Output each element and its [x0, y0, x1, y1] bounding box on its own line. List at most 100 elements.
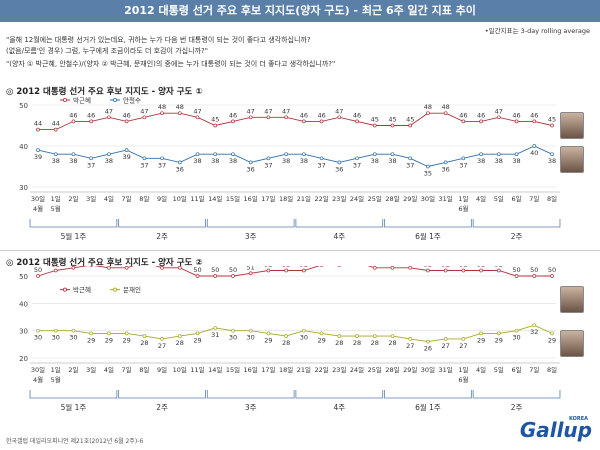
data-label: 28: [353, 339, 361, 347]
data-label: 52: [442, 266, 450, 269]
data-point: [284, 334, 288, 338]
data-point: [213, 326, 218, 330]
data-point: [36, 148, 40, 152]
series-line: [37, 145, 553, 167]
data-label: 39: [34, 153, 42, 161]
x-tick-label: 1일: [51, 365, 61, 374]
data-label: 46: [530, 111, 538, 119]
data-point: [390, 334, 395, 338]
data-point: [53, 127, 58, 132]
x-tick-label: 7일: [122, 365, 132, 374]
data-point: [248, 271, 253, 276]
x-tick-label: 2일: [68, 365, 78, 374]
x-tick-label: 30일: [31, 194, 45, 203]
x-tick-label: 5일: [494, 365, 504, 374]
series-line: [38, 324, 553, 343]
page-header: 2012 대통령 선거 주요 후보 지지도(양자 구도) - 최근 6주 일간 …: [0, 0, 600, 22]
x-tick-label: 31일: [439, 194, 453, 203]
week-label: 5월 1주: [61, 231, 87, 241]
data-point: [514, 328, 519, 333]
month-label: 4월: [33, 375, 43, 384]
month-label: 6월: [458, 204, 468, 213]
x-tick-label: 15일: [226, 365, 240, 374]
data-point: [372, 334, 377, 338]
data-label: 46: [229, 111, 237, 119]
x-tick-label: 10일: [173, 194, 187, 203]
month-label: 6월: [458, 375, 468, 384]
x-tick-label: 30일: [421, 365, 435, 374]
data-label: 45: [548, 116, 556, 124]
data-point: [248, 160, 253, 165]
data-point: [107, 266, 111, 270]
data-point: [337, 266, 341, 267]
x-tick-label: 25일: [368, 194, 382, 203]
legend-marker: [63, 98, 68, 103]
chart1-svg: 30 40 50 박근혜 안철수 44 44 46 46 47 46 47 48 48 47 45 46 47 47…: [19, 96, 561, 241]
month-label: 4월: [33, 204, 43, 213]
x-tick-label: 17일: [261, 194, 275, 203]
data-point: [355, 334, 359, 338]
question-line-1: "올해 12월에는 대통령 선거가 있는데요, 귀하는 누가 다음 번 대통령이…: [6, 36, 311, 44]
data-label: 26: [424, 345, 432, 353]
data-label: 51: [247, 266, 255, 271]
data-label: 45: [388, 116, 396, 124]
data-label: 38: [477, 157, 485, 165]
data-point: [195, 152, 200, 157]
data-label: 38: [512, 157, 520, 165]
x-tick-label: 5일: [494, 194, 504, 203]
data-label: 46: [459, 111, 467, 119]
data-label: 37: [158, 161, 166, 169]
data-point: [53, 268, 58, 273]
x-tick-label: 29일: [403, 365, 417, 374]
data-point: [302, 268, 306, 273]
data-point: [71, 152, 76, 157]
data-label: 45: [406, 116, 414, 124]
x-tick-label: 9일: [157, 365, 167, 374]
data-point: [319, 119, 324, 124]
y-tick-label: 40: [19, 300, 28, 308]
data-point: [514, 152, 519, 157]
data-point: [36, 328, 40, 333]
x-tick-label: 8일: [139, 194, 149, 203]
week-bracket: [206, 390, 295, 399]
data-label: 47: [495, 107, 503, 115]
data-point: [160, 337, 164, 341]
data-label: 44: [52, 120, 60, 128]
series-line: [37, 266, 552, 277]
x-tick-label: 4일: [476, 365, 486, 374]
data-point: [532, 144, 537, 148]
x-tick-label: 22일: [314, 194, 328, 203]
data-point: [550, 331, 554, 336]
x-tick-label: 18일: [279, 365, 293, 374]
data-label: 29: [548, 336, 556, 344]
data-label: 47: [335, 107, 343, 115]
data-point: [319, 266, 324, 267]
data-point: [390, 266, 395, 270]
month-label: 5월: [51, 375, 61, 384]
data-label: 29: [193, 336, 201, 344]
data-label: 46: [69, 111, 77, 119]
data-point: [107, 115, 111, 120]
data-label: 46: [477, 111, 485, 119]
data-point: [89, 156, 94, 161]
data-label: 38: [300, 157, 308, 165]
data-label: 29: [495, 336, 503, 344]
data-label: 30: [247, 334, 255, 342]
data-point: [142, 115, 147, 120]
x-tick-label: 17일: [261, 365, 275, 374]
data-label: 52: [459, 266, 467, 269]
data-label: 27: [442, 342, 450, 350]
data-label: 37: [317, 161, 325, 169]
data-point: [71, 328, 76, 333]
data-point: [36, 274, 40, 278]
x-tick-label: 16일: [244, 194, 258, 203]
week-label: 3주: [245, 403, 257, 412]
x-tick-label: 7일: [529, 194, 539, 203]
data-point: [213, 274, 218, 278]
x-tick-label: 14일: [208, 365, 222, 374]
legend-label: 문재인: [123, 285, 141, 294]
candidate-photo-park-2: [560, 286, 584, 313]
data-point: [266, 115, 271, 120]
data-label: 50: [34, 266, 42, 274]
data-label: 37: [87, 161, 95, 169]
